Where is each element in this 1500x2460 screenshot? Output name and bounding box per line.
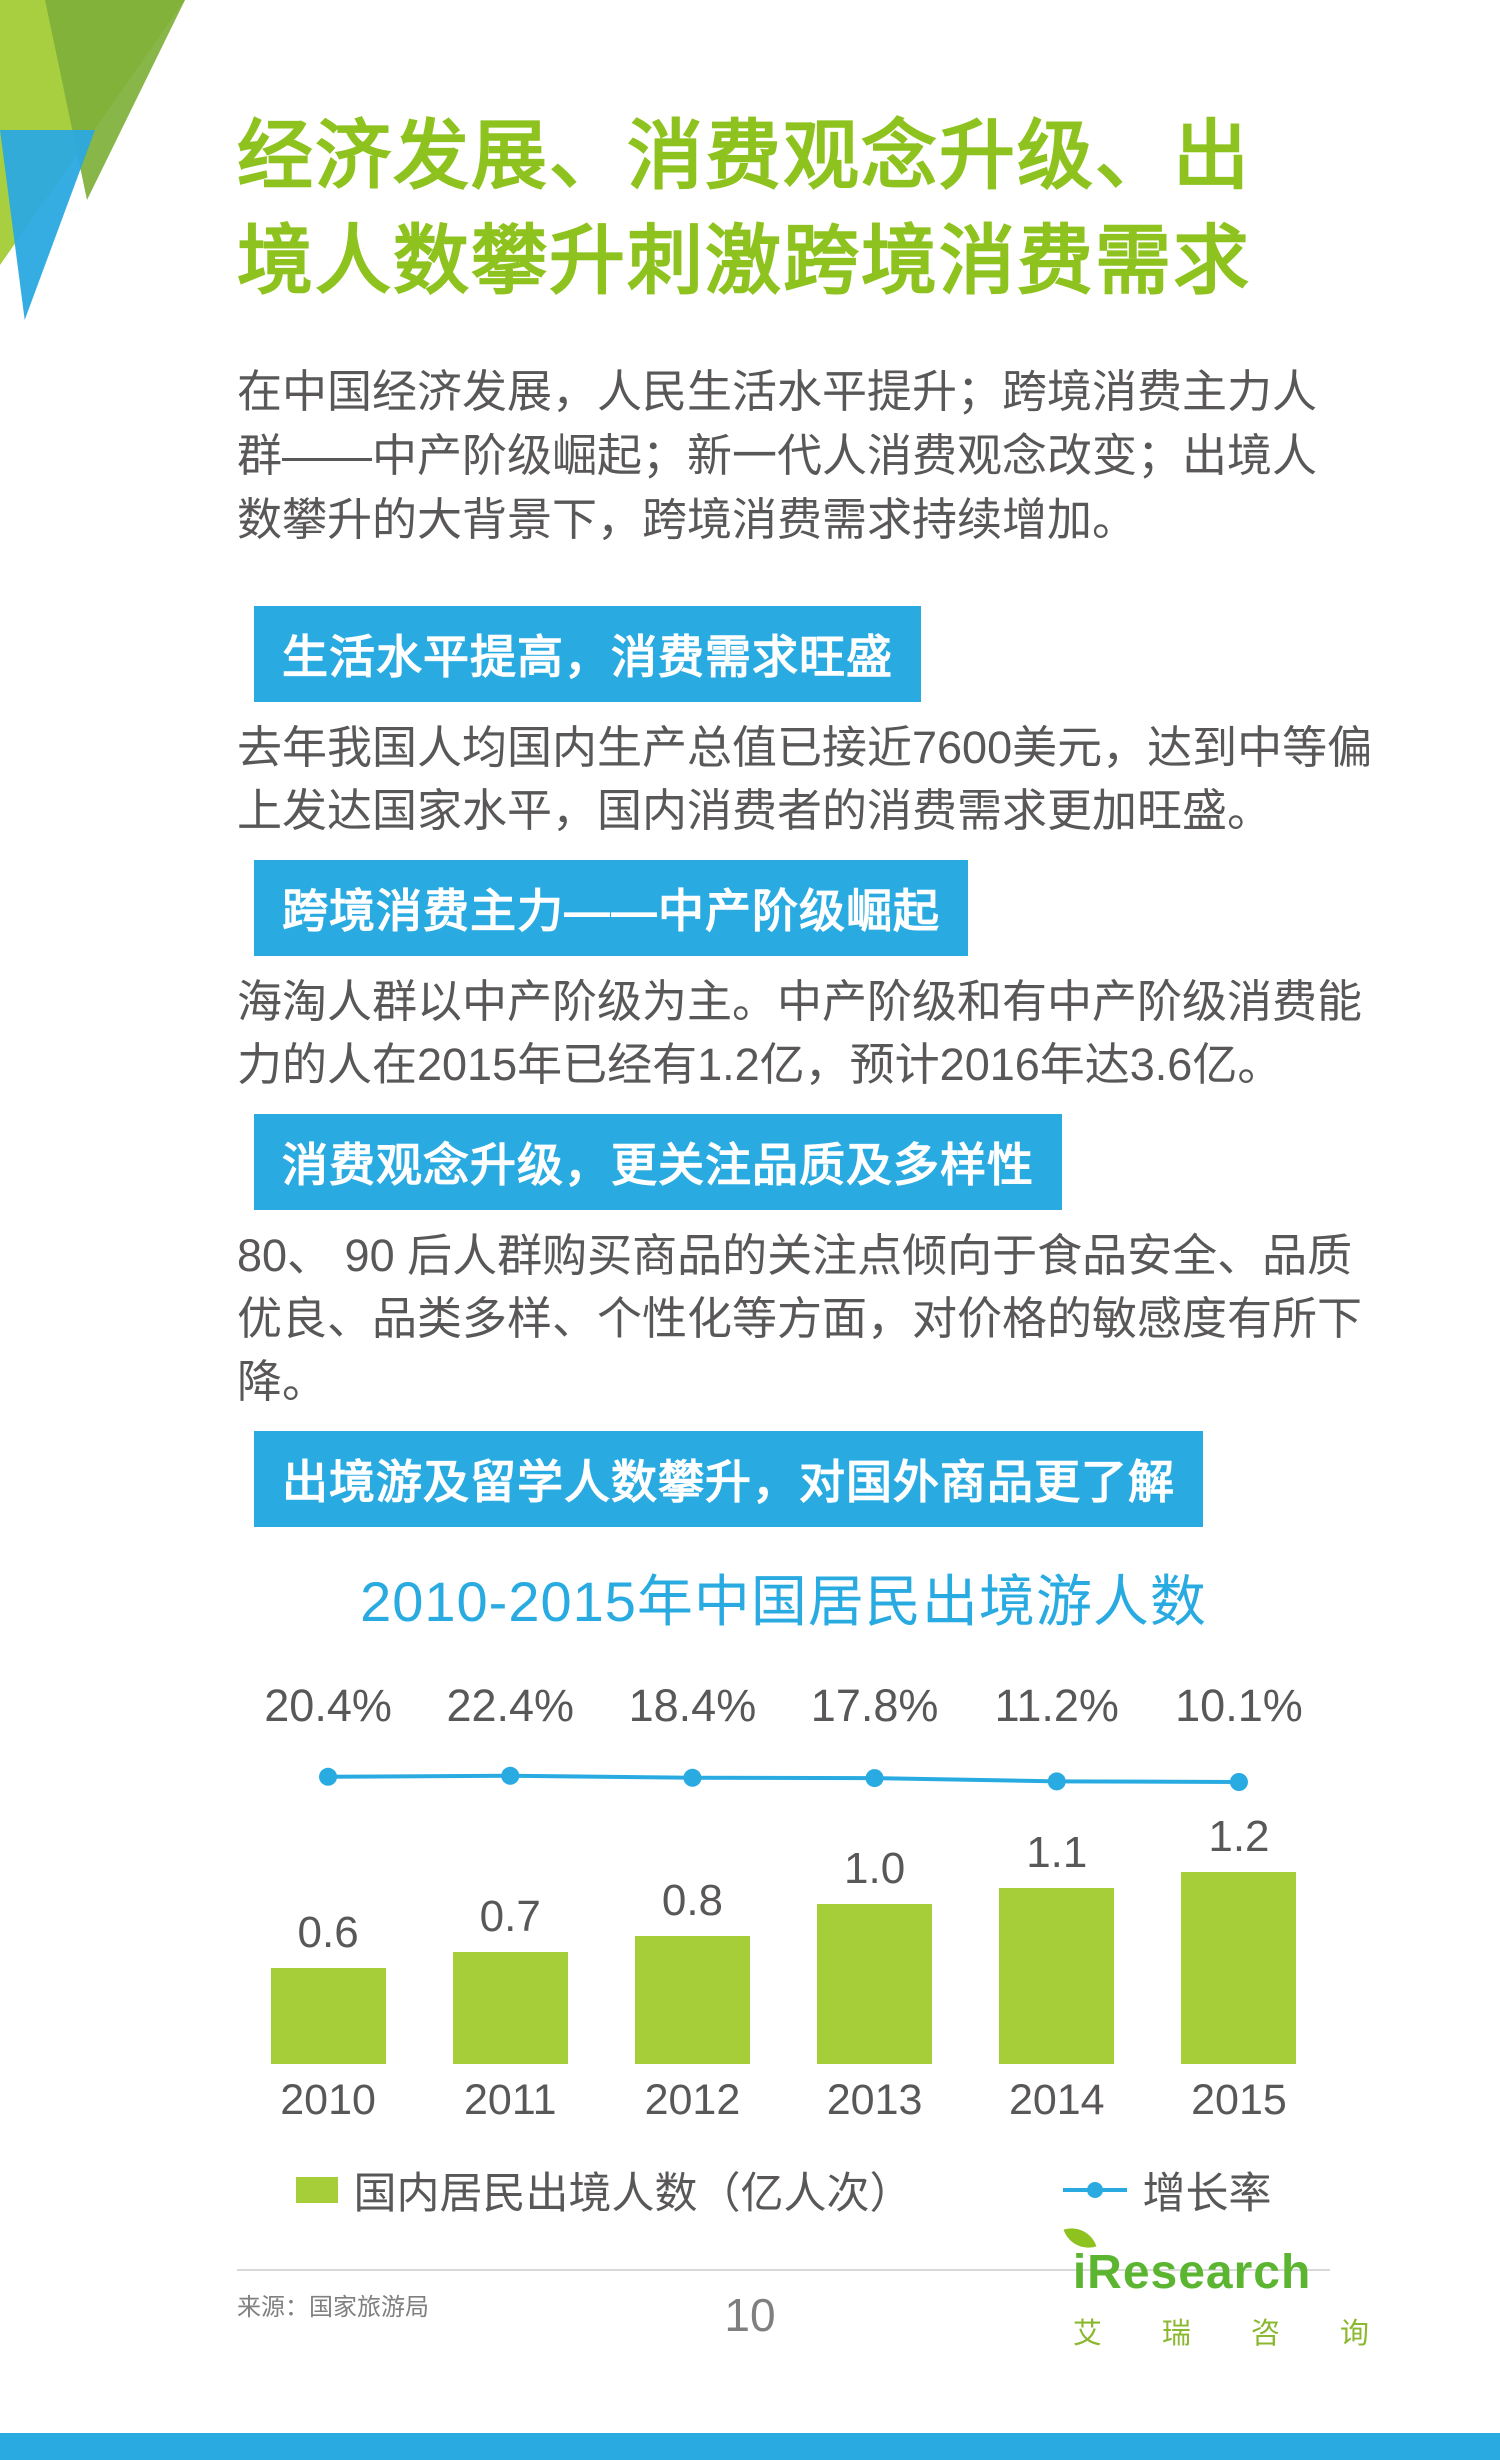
- growth-rate-label: 17.8%: [810, 1680, 939, 1732]
- bar: [452, 1952, 568, 2065]
- section-heading-banner: 生活水平提高，消费需求旺盛: [254, 606, 921, 703]
- x-axis-label: 2011: [464, 2076, 557, 2125]
- corner-triangle-blue: [0, 130, 95, 320]
- x-axis-row: 2010 2011 2012 2013 2014 2015: [237, 2076, 1330, 2125]
- line-data-point: [501, 1767, 520, 1786]
- line-data-point: [683, 1769, 702, 1788]
- growth-rate-label: 18.4%: [628, 1680, 757, 1732]
- bar-column: 1.0: [784, 1844, 966, 2065]
- bar-column: 1.2: [1148, 1812, 1330, 2065]
- bar-column: 0.8: [601, 1876, 783, 2065]
- growth-rate-label: 22.4%: [446, 1680, 575, 1732]
- growth-labels-row: 20.4% 22.4% 18.4% 17.8% 11.2% 10.1%: [237, 1680, 1330, 1732]
- bar: [270, 1968, 386, 2065]
- bar: [817, 1904, 933, 2065]
- logo-subtext: 艾 瑞 咨 询: [1072, 2318, 1395, 2350]
- corner-triangle-olive: [45, 0, 185, 200]
- bar-value-label: 0.6: [297, 1908, 359, 1958]
- x-axis-label: 2012: [644, 2076, 741, 2125]
- iresearch-logo: iResearch 艾 瑞 咨 询: [1063, 2221, 1395, 2352]
- line-legend-swatch-icon: [1062, 2182, 1127, 2199]
- legend-label-line: 增长率: [1142, 2170, 1272, 2219]
- section-outbound-travel: 出境游及留学人数攀升，对国外商品更了解 2010-2015年中国居民出境游人数 …: [237, 1431, 1330, 2221]
- bar-value-label: 0.7: [479, 1892, 541, 1942]
- bar-value-label: 1.1: [1026, 1828, 1088, 1878]
- bars-row: 0.6 0.7 0.8 1.0 1.1 1.2: [237, 1812, 1330, 2065]
- x-axis-label: 2013: [826, 2076, 923, 2125]
- bar-value-label: 0.8: [661, 1876, 724, 1926]
- source-note: 来源：国家旅游局: [237, 2294, 429, 2322]
- line-data-point: [319, 1768, 338, 1787]
- bar-legend-swatch-icon: [295, 2177, 338, 2204]
- section-consumption-upgrade: 消费观念升级，更关注品质及多样性 80、 90 后人群购买商品的关注点倾向于食品…: [237, 1114, 1362, 1413]
- page-number: 10: [724, 2289, 776, 2341]
- section-heading-banner: 跨境消费主力——中产阶级崛起: [254, 860, 968, 957]
- section-living-standard: 生活水平提高，消费需求旺盛 去年我国人均国内生产总值已接近7600美元，达到中等…: [237, 606, 1372, 842]
- line-data-point: [865, 1769, 884, 1788]
- chart-title: 2010-2015年中国居民出境游人数: [360, 1570, 1207, 1634]
- page-title-line1: 经济发展、消费观念升级、出: [237, 114, 1251, 199]
- bottom-accent-bar: [0, 2433, 1500, 2460]
- source-divider: [237, 2269, 1330, 2272]
- bar-column: 0.7: [419, 1892, 601, 2065]
- section-heading-banner: 出境游及留学人数攀升，对国外商品更了解: [254, 1431, 1203, 1528]
- page-title-line2: 境人数攀升刺激跨境消费需求: [237, 218, 1251, 304]
- x-axis-label: 2010: [280, 2076, 376, 2125]
- x-axis-label: 2014: [1008, 2076, 1105, 2125]
- x-axis-label: 2015: [1191, 2076, 1287, 2125]
- bar: [634, 1936, 750, 2065]
- bar: [1181, 1872, 1297, 2065]
- logo-text: iResearch: [1072, 2246, 1312, 2299]
- growth-rate-label: 11.2%: [994, 1680, 1119, 1732]
- bar-value-label: 1.0: [844, 1844, 906, 1894]
- section-body: 海淘人群以中产阶级为主。中产阶级和有中产阶级消费能力的人在2015年已经有1.2…: [237, 976, 1363, 1091]
- section-middle-class: 跨境消费主力——中产阶级崛起 海淘人群以中产阶级为主。中产阶级和有中产阶级消费能…: [237, 860, 1362, 1096]
- bar-column: 0.6: [237, 1908, 419, 2065]
- chart-legend: 国内居民出境人数（亿人次） 增长率: [237, 2159, 1330, 2221]
- section-body: 80、 90 后人群购买商品的关注点倾向于食品安全、品质优良、品类多样、个性化等…: [237, 1230, 1363, 1408]
- growth-rate-label: 20.4%: [264, 1680, 392, 1732]
- bar-value-label: 1.2: [1208, 1812, 1270, 1862]
- growth-line-svg: [319, 1767, 1248, 1792]
- page-content: 经济发展、消费观念升级、出 境人数攀升刺激跨境消费需求 在中国经济发展，人民生活…: [237, 105, 1372, 2322]
- line-data-point: [1047, 1772, 1066, 1791]
- intro-paragraph: 在中国经济发展，人民生活水平提升；跨境消费主力人群——中产阶级崛起；新一代人消费…: [237, 365, 1318, 545]
- legend-item-bars: 国内居民出境人数（亿人次）: [295, 2159, 913, 2221]
- section-body: 去年我国人均国内生产总值已接近7600美元，达到中等偏上发达国家水平，国内消费者…: [237, 722, 1373, 837]
- section-heading-banner: 消费观念升级，更关注品质及多样性: [254, 1114, 1062, 1211]
- outbound-travel-chart: 2010-2015年中国居民出境游人数 20.4% 22.4% 18.4% 17.8%…: [237, 1557, 1330, 2221]
- legend-item-line: 增长率: [1062, 2159, 1272, 2221]
- sections: 生活水平提高，消费需求旺盛 去年我国人均国内生产总值已接近7600美元，达到中等…: [237, 606, 1372, 2221]
- growth-rate-label: 10.1%: [1175, 1680, 1303, 1732]
- legend-label-bars: 国内居民出境人数（亿人次）: [353, 2170, 913, 2219]
- corner-triangle-lime: [0, 0, 185, 265]
- bar: [999, 1888, 1115, 2065]
- bar-column: 1.1: [966, 1828, 1148, 2065]
- line-data-point: [1229, 1773, 1248, 1792]
- page-title: 经济发展、消费观念升级、出 境人数攀升刺激跨境消费需求: [237, 105, 1330, 315]
